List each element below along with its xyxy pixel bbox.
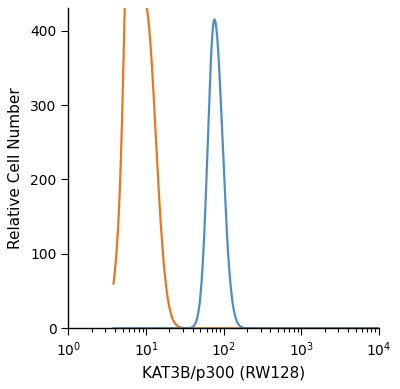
- X-axis label: KAT3B/p300 (RW128): KAT3B/p300 (RW128): [142, 366, 305, 381]
- Y-axis label: Relative Cell Number: Relative Cell Number: [8, 88, 23, 249]
